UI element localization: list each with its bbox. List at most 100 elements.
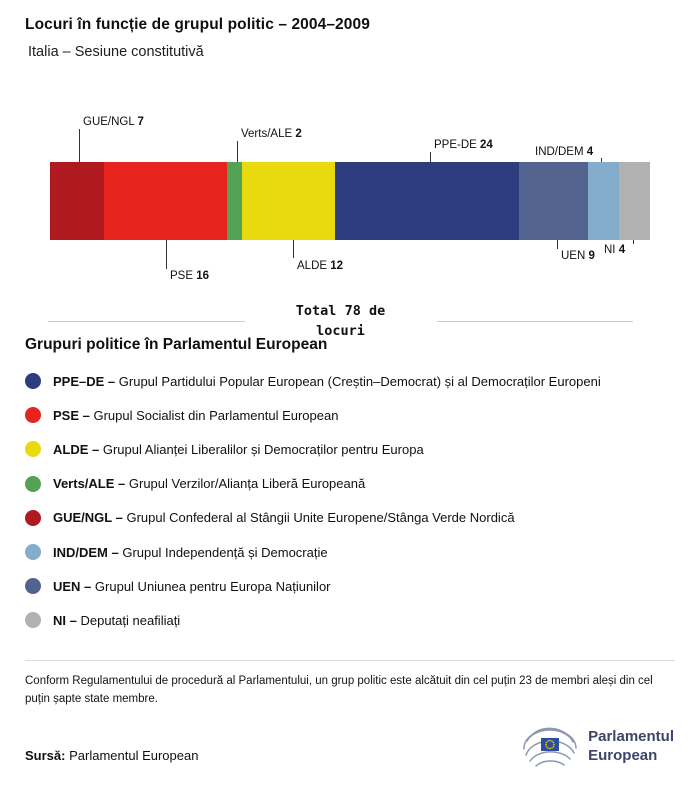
- seats-bar: [50, 162, 650, 240]
- bar-segment-ind-dem: [588, 162, 620, 240]
- legend-dot-ni: [25, 612, 41, 629]
- legend-item-pse: PSE – Grupul Socialist din Parlamentul E…: [25, 398, 685, 432]
- legend-item-ppe-de: PPE–DE – Grupul Partidului Popular Europ…: [25, 364, 685, 398]
- callout-line-ppe-de: [430, 152, 431, 162]
- legend-abbr: NI –: [53, 612, 77, 628]
- source-label: Sursă:: [25, 748, 66, 763]
- callout-line-pse: [166, 240, 167, 269]
- legend-desc: Grupul Independență și Democrație: [122, 544, 328, 560]
- legend-item-uen: UEN – Grupul Uniunea pentru Europa Națiu…: [25, 569, 685, 603]
- segment-seats: 12: [330, 260, 344, 272]
- total-label: Total 78 de locuri: [295, 303, 386, 339]
- legend-item-ind-dem: IND/DEM – Grupul Independență și Democra…: [25, 535, 685, 569]
- legend-dot-alde: [25, 441, 41, 458]
- legend-abbr: GUE/NGL –: [53, 510, 123, 526]
- segment-name: PSE: [170, 270, 194, 282]
- legend-dot-ind-dem: [25, 544, 41, 561]
- legend-dot-ppe-de: [25, 373, 41, 390]
- legend-label: PSE – Grupul Socialist din Parlamentul E…: [53, 408, 338, 423]
- legend-abbr: PSE –: [53, 407, 90, 423]
- callout-line-alde: [293, 240, 294, 258]
- legend-desc: Grupul Partidului Popular European (Creș…: [118, 373, 601, 389]
- legend-abbr: PPE–DE –: [53, 373, 116, 389]
- segment-name: Verts/ALE: [241, 128, 293, 140]
- segment-seats: 24: [480, 139, 493, 151]
- callout-line-gue-ngl: [79, 129, 80, 162]
- legend-item-ni: NI – Deputați neafiliați: [25, 603, 685, 637]
- ep-logo: Parlamentul European: [521, 722, 674, 770]
- legend-item-verts-ale: Verts/ALE – Grupul Verzilor/Alianța Libe…: [25, 467, 685, 501]
- bar-segment-pse: [103, 162, 227, 240]
- legend-heading: Grupuri politice în Parlamentul European: [25, 336, 328, 353]
- segment-seats: 9: [588, 250, 595, 262]
- eu-flag: [541, 738, 560, 751]
- segment-seats: 4: [586, 146, 594, 158]
- legend-desc: Grupul Alianței Liberalilor și Democrați…: [102, 441, 424, 457]
- segment-name: PPE-DE: [434, 139, 477, 151]
- legend-label: GUE/NGL – Grupul Confederal al Stângii U…: [53, 510, 515, 525]
- legend-item-alde: ALDE – Grupul Alianței Liberalilor și De…: [25, 432, 685, 466]
- ep-logo-mark: [523, 727, 577, 767]
- legend-item-gue-ngl: GUE/NGL – Grupul Confederal al Stângii U…: [25, 501, 685, 535]
- segment-seats: 7: [137, 116, 144, 128]
- legend-label: NI – Deputați neafiliați: [53, 613, 180, 628]
- legend-desc: Deputați neafiliați: [80, 612, 181, 628]
- callout-label-ind-dem: IND/DEM 4: [535, 146, 593, 158]
- footnote: Conform Regulamentului de procedură al P…: [25, 675, 653, 706]
- legend-dot-gue-ngl: [25, 509, 41, 526]
- legend-dot-pse: [25, 407, 41, 424]
- legend-dot-uen: [25, 578, 41, 595]
- segment-name: ALDE: [297, 260, 328, 272]
- page-subtitle: Italia – Sesiune constitutivă: [28, 44, 204, 60]
- bar-segment-ppe-de: [334, 162, 520, 240]
- legend-label: ALDE – Grupul Alianței Liberalilor și De…: [53, 442, 424, 457]
- source-line: Sursă: Parlamentul European: [25, 748, 198, 763]
- legend-desc: Grupul Socialist din Parlamentul Europea…: [93, 407, 339, 423]
- bar-segment-uen: [519, 162, 589, 240]
- total-rule-right: [436, 321, 633, 323]
- callout-label-alde: ALDE 12: [297, 260, 343, 272]
- callout-label-verts-ale: Verts/ALE 2: [241, 128, 302, 140]
- segment-name: NI: [604, 244, 616, 256]
- callout-line-ind-dem: [601, 158, 602, 162]
- segment-name: GUE/NGL: [83, 116, 135, 128]
- legend-abbr: Verts/ALE –: [53, 476, 126, 492]
- segment-seats: 2: [295, 128, 302, 140]
- legend-label: Verts/ALE – Grupul Verzilor/Alianța Libe…: [53, 476, 365, 491]
- callout-line-uen: [557, 240, 558, 249]
- bar-segment-ni: [619, 162, 650, 240]
- stacked-bar-chart: GUE/NGL 7 PSE 16 Verts/ALE 2 ALDE 12 PPE…: [0, 100, 700, 300]
- segment-name: UEN: [561, 250, 586, 262]
- callout-label-pse: PSE 16: [170, 270, 209, 282]
- legend-desc: Grupul Uniunea pentru Europa Națiunilor: [94, 578, 331, 594]
- source-value: Parlamentul European: [69, 748, 199, 763]
- legend-label: UEN – Grupul Uniunea pentru Europa Națiu…: [53, 579, 331, 594]
- segment-seats: 16: [196, 270, 210, 282]
- legend-label: PPE–DE – Grupul Partidului Popular Europ…: [53, 374, 601, 389]
- bar-segment-gue-ngl: [50, 162, 104, 240]
- ep-logo-line1: Parlamentul: [588, 727, 674, 745]
- legend-desc: Grupul Verzilor/Alianța Liberă Europeană: [128, 476, 366, 492]
- callout-label-gue-ngl: GUE/NGL 7: [83, 116, 144, 128]
- callout-label-ni: NI 4: [604, 244, 625, 256]
- total-row: Total 78 de locuri: [48, 302, 633, 341]
- segment-name: IND/DEM: [535, 146, 584, 158]
- legend-abbr: UEN –: [53, 578, 92, 594]
- legend-abbr: IND/DEM –: [53, 544, 119, 560]
- legend-label: IND/DEM – Grupul Independență și Democra…: [53, 545, 328, 560]
- callout-line-ni: [633, 240, 634, 244]
- bar-segment-alde: [242, 162, 335, 240]
- legend-desc: Grupul Confederal al Stângii Unite Europ…: [126, 510, 515, 526]
- callout-line-verts-ale: [237, 141, 238, 162]
- segment-seats: 4: [618, 244, 626, 256]
- ep-logo-text: Parlamentul European: [588, 727, 674, 765]
- legend: Grupuri politice în Parlamentul European…: [25, 336, 685, 638]
- header: Locuri în funcție de grupul politic – 20…: [25, 16, 370, 60]
- callout-label-uen: UEN 9: [561, 250, 595, 262]
- legend-abbr: ALDE –: [53, 441, 100, 457]
- callout-label-ppe-de: PPE-DE 24: [434, 139, 493, 151]
- divider: [25, 660, 675, 661]
- total-rule-left: [48, 321, 245, 323]
- legend-dot-verts-ale: [25, 475, 41, 492]
